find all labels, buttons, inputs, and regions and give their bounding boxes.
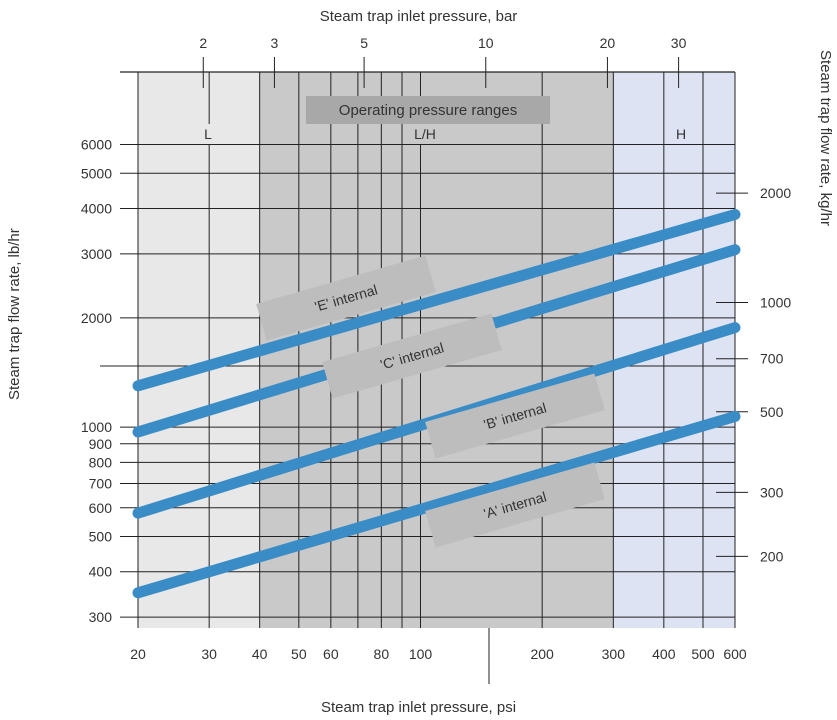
series-line [132, 410, 741, 599]
series-label-group: 'C' internal [322, 313, 502, 399]
x-bottom-tick-label: 500 [691, 646, 715, 662]
y-left-tick-label: 600 [89, 500, 113, 516]
x-bottom-tick-label: 50 [291, 646, 307, 662]
y-right-tick-label: 2000 [760, 185, 791, 201]
y-right-tick-label: 500 [760, 404, 784, 420]
x-top-tick-label: 20 [600, 35, 616, 51]
x-bottom-tick-label: 60 [323, 646, 339, 662]
series-label-bg [425, 373, 605, 459]
x-bottom-tick-label: 100 [409, 646, 433, 662]
y-left-tick-label: 700 [89, 475, 113, 491]
region-label-bg [405, 124, 445, 144]
y-left-tick-label: 4000 [81, 200, 112, 216]
x-bottom-tick-label: 400 [652, 646, 676, 662]
x-bottom-tick-label: 80 [374, 646, 390, 662]
pressure-regions [138, 72, 735, 628]
x-top-tick-label: 3 [271, 35, 279, 51]
region-0-band [138, 72, 260, 628]
series-label-bg [322, 313, 502, 399]
region-label: H [676, 126, 686, 142]
series-label-bg [256, 255, 436, 341]
x-top-tick-label: 5 [360, 35, 368, 51]
series-label-group: 'B' internal [425, 373, 605, 459]
y-left-tick-label: 6000 [81, 136, 112, 152]
series-labels: 'E' internal'C' internal'B' internal'A' … [256, 255, 605, 548]
y-left-tick-label: 2000 [81, 310, 112, 326]
y-left-tick-label: 900 [89, 436, 113, 452]
regions-title-bg [306, 96, 550, 124]
y-left-tick-label: 3000 [81, 246, 112, 262]
x-top-tick-label: 30 [671, 35, 687, 51]
x-axis-top-title: Steam trap inlet pressure, bar [319, 8, 518, 25]
region-label: L/H [414, 126, 436, 142]
series-label-group: 'A' internal [425, 462, 605, 548]
y-left-tick-label: 800 [89, 454, 113, 470]
region-label: L [204, 126, 212, 142]
region-label-bg [197, 124, 219, 144]
x-bottom-tick-label: 300 [602, 646, 626, 662]
y-right-tick-label: 700 [760, 351, 784, 367]
y-left-tick-label: 5000 [81, 165, 112, 181]
y-right-tick-label: 300 [760, 484, 784, 500]
series-label-group: 'E' internal [256, 255, 436, 341]
series-label-bg [425, 462, 605, 548]
axis-ticks: 20 30 40 50 60 80 100 200 300 400 500 600 300 400 500 6… [81, 35, 792, 662]
regions-title: Operating pressure ranges [339, 102, 517, 119]
region-labels: L L/H H Operating pressure ranges [197, 96, 692, 144]
x-bottom-tick-label: 600 [723, 646, 747, 662]
y-left-tick-label: 500 [89, 529, 113, 545]
x-top-tick-label: 10 [478, 35, 494, 51]
grid-lines [100, 71, 736, 684]
y-left-tick-label: 1000 [81, 419, 112, 435]
x-top-tick-label: 2 [199, 35, 207, 51]
series-line [132, 208, 741, 392]
x-bottom-tick-label: 20 [130, 646, 146, 662]
x-axis-bottom-title: Steam trap inlet pressure, psi [320, 699, 517, 716]
y-right-tick-label: 200 [760, 548, 784, 564]
x-bottom-tick-label: 40 [252, 646, 268, 662]
x-bottom-tick-label: 30 [201, 646, 217, 662]
y-left-tick-label: 400 [89, 564, 113, 580]
x-bottom-tick-label: 200 [530, 646, 554, 662]
y-left-tick-label: 300 [89, 609, 113, 625]
region-label-bg [670, 124, 692, 144]
y-right-tick-label: 1000 [760, 294, 791, 310]
